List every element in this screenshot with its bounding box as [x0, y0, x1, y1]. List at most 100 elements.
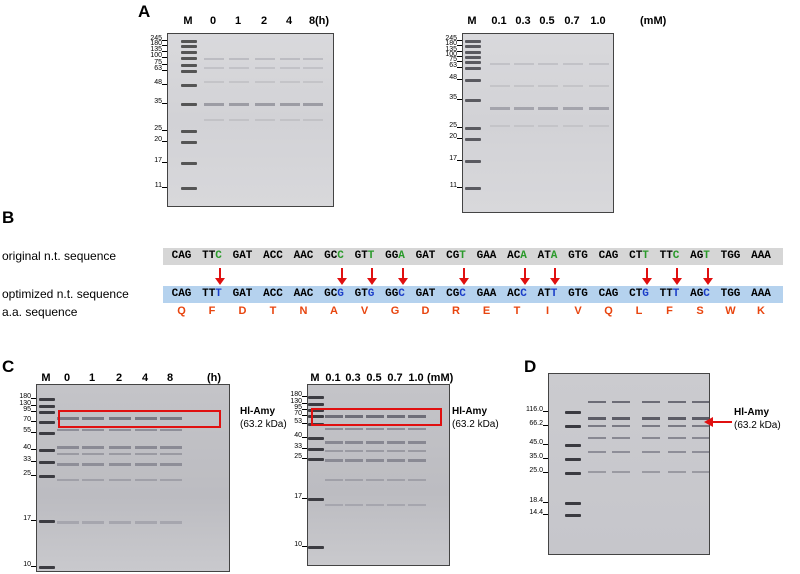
sample-band	[642, 451, 660, 453]
sample-band	[642, 437, 660, 439]
mw-tick	[302, 448, 307, 449]
sample-band	[408, 504, 426, 506]
amino-acid: F	[666, 305, 673, 317]
mw-tick	[302, 546, 307, 547]
sample-band	[109, 417, 131, 420]
lane-label: M	[467, 15, 477, 27]
ladder-band	[308, 409, 324, 412]
sample-band	[229, 58, 249, 60]
sample-band	[325, 415, 343, 418]
sample-band	[490, 63, 510, 65]
sample-band	[229, 67, 249, 69]
sample-band	[345, 441, 363, 444]
sample-band	[303, 103, 323, 106]
sample-band	[280, 103, 300, 106]
amino-acid: W	[725, 305, 736, 317]
sample-band	[82, 453, 104, 455]
ladder-band	[465, 160, 481, 163]
sample-band	[538, 85, 558, 87]
sample-band	[57, 479, 79, 481]
mw-tick	[457, 79, 462, 80]
sample-band	[538, 125, 558, 127]
mw-label: 130	[290, 398, 302, 405]
lane-label: M	[183, 15, 193, 27]
optimized-codon: AAC	[293, 288, 314, 300]
mw-tick	[302, 498, 307, 499]
ladder-band	[308, 498, 324, 501]
mutation-arrow	[519, 268, 530, 285]
sample-band	[255, 103, 275, 106]
mw-label: 130	[19, 400, 31, 407]
ladder-band	[465, 187, 481, 190]
gel-a1	[167, 33, 334, 207]
sample-band	[255, 81, 275, 83]
mw-label: 11	[154, 182, 162, 189]
mutation-arrow	[214, 268, 225, 285]
mw-tick	[31, 405, 36, 406]
mw-tick	[457, 40, 462, 41]
lane-label: 0.3	[345, 372, 361, 384]
ladder-band	[565, 444, 581, 447]
sample-band	[589, 63, 609, 65]
ladder-band	[181, 70, 197, 73]
mw-tick	[302, 409, 307, 410]
sample-band	[563, 63, 583, 65]
sample-band	[109, 521, 131, 524]
original-codon: TTC	[202, 250, 222, 262]
sample-band	[588, 401, 606, 403]
sample-band	[366, 459, 384, 462]
mutation-arrow	[672, 268, 682, 285]
gel-c1-protein-label: Hl-Amy (63.2 kDa)	[240, 406, 287, 430]
mw-tick	[543, 444, 548, 445]
mw-tick	[162, 187, 167, 188]
mw-label: 180	[290, 391, 302, 398]
amino-acid: I	[545, 305, 550, 317]
mw-tick	[457, 61, 462, 62]
mw-label: 180	[19, 393, 31, 400]
sample-band	[204, 58, 224, 60]
original-codon: CTT	[629, 250, 649, 262]
mw-tick	[457, 138, 462, 139]
lane-label: 0.1	[325, 372, 341, 384]
mw-tick	[543, 458, 548, 459]
sample-band	[387, 450, 405, 452]
lane-label: 0.5	[366, 372, 382, 384]
optimized-codon: ATT	[537, 288, 558, 300]
ladder-band	[39, 449, 55, 452]
sample-band	[57, 429, 79, 431]
sample-band	[514, 85, 534, 87]
amino-acid: V	[574, 305, 582, 317]
ladder-band	[565, 411, 581, 414]
mw-label: 35	[449, 94, 457, 101]
optimized-sequence-label: optimized n.t. sequence	[2, 287, 129, 301]
amino-acid: V	[360, 305, 369, 317]
sample-band	[160, 463, 182, 466]
gel-c2-highlight-box	[311, 408, 442, 426]
amino-acid: N	[299, 305, 308, 317]
sample-band	[387, 428, 405, 430]
optimized-codon: TGG	[720, 288, 741, 300]
sample-band	[160, 479, 182, 481]
mw-label: 63	[154, 65, 162, 72]
sample-band	[538, 107, 558, 110]
sample-band	[204, 81, 224, 83]
sample-band	[588, 417, 606, 420]
ladder-band	[39, 432, 55, 435]
lane-label: 1.0	[590, 15, 606, 27]
optimized-codon: ACC	[263, 288, 283, 300]
ladder-band	[39, 520, 55, 523]
sample-band	[387, 479, 405, 481]
sample-band	[668, 437, 686, 439]
sample-band	[325, 450, 343, 452]
original-codon: GAT	[415, 250, 436, 262]
original-sequence-row	[163, 248, 783, 265]
mw-label: 70	[294, 410, 302, 417]
amino-acid: L	[635, 305, 643, 317]
lane-label: 1	[88, 372, 96, 384]
ladder-band	[308, 403, 324, 406]
ladder-band	[565, 514, 581, 517]
original-codon: AAA	[751, 250, 771, 262]
original-codon: TGG	[720, 250, 741, 262]
sample-band	[588, 425, 606, 427]
mw-tick	[457, 56, 462, 57]
